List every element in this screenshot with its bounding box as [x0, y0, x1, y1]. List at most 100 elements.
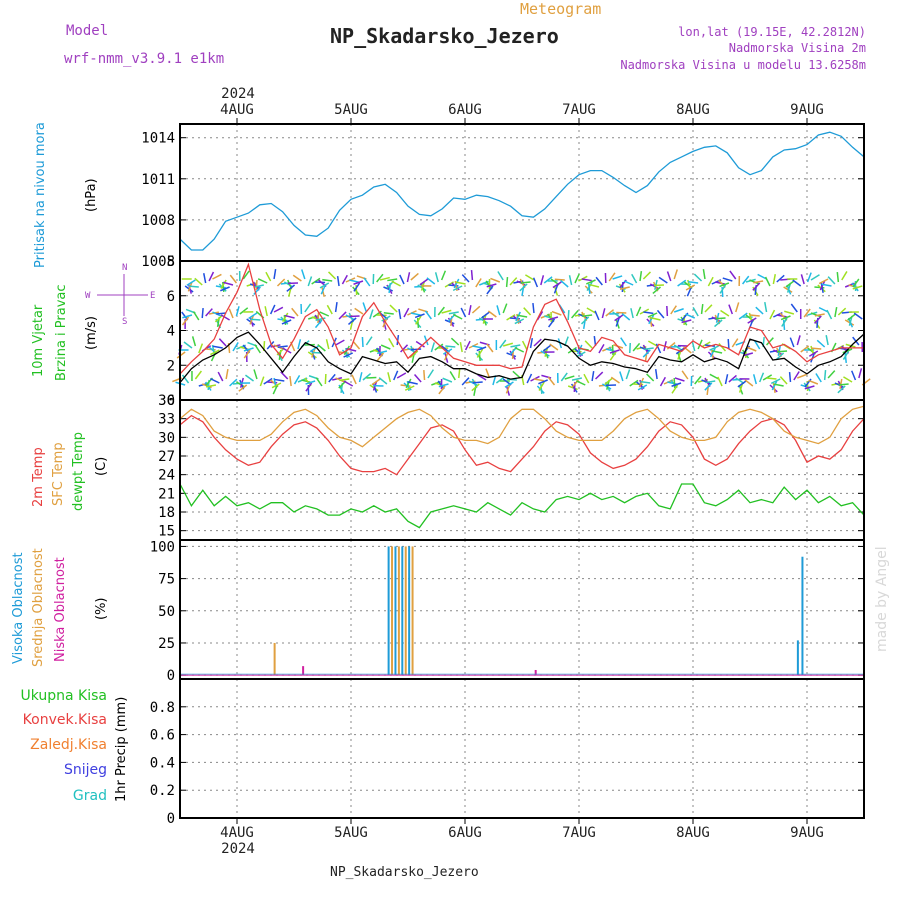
wind-arrow [410, 312, 421, 316]
wind-arrow [526, 373, 533, 384]
wind-arrow [297, 339, 302, 350]
wind-arrow [191, 336, 197, 347]
pressure-ytick-label: 1011 [141, 172, 175, 188]
wind-arrow [574, 273, 580, 284]
wind-arrow [752, 282, 761, 291]
wind-arrow [779, 376, 788, 385]
wind-arrow [704, 382, 713, 391]
cloud-bar-mid [411, 546, 414, 676]
wind-arrow [427, 369, 435, 379]
wind-arrow [497, 271, 504, 281]
wind-arrow [486, 283, 497, 288]
wind-arrow [709, 373, 720, 380]
wind-arrow [229, 378, 238, 387]
date-tick-bottom: 7AUG [562, 825, 596, 841]
wind-arrow [460, 307, 467, 318]
wind-arrow [737, 380, 747, 388]
precip-ytick-label: 0.8 [150, 700, 175, 716]
wind-ytick-label: 8 [167, 254, 175, 270]
wind-arrow [827, 276, 836, 285]
wind-arrow [362, 302, 368, 313]
wind-arrow [442, 348, 453, 355]
wind-arrow [852, 278, 860, 288]
wind-arrow [403, 307, 410, 318]
wind-arrow [587, 283, 591, 295]
wind-arrow [584, 340, 593, 349]
wind-arrow [201, 307, 204, 319]
wind-arrow [547, 376, 556, 386]
compass-w: W [85, 291, 91, 301]
wind-arrow [586, 281, 593, 292]
wind-arrow [731, 338, 739, 348]
wind-arrow [414, 313, 425, 319]
x-ticks-bottom: 4AUG 5AUG 6AUG 7AUG 8AUG 9AUG [220, 818, 824, 841]
wind-arrow [747, 317, 757, 324]
wind-arrow [560, 279, 569, 288]
wind-arrow [755, 306, 764, 315]
precip-ytick-label: 0.4 [150, 755, 175, 771]
wind-arrow [205, 384, 217, 388]
wind-arrow [601, 308, 606, 319]
wind-arrow [188, 285, 199, 288]
wind-arrow [222, 281, 225, 293]
temp-label-dewpt: dewpt Temp [71, 432, 86, 511]
wind-ytick-label: 6 [167, 289, 175, 305]
temp-ytick-label: 33 [158, 412, 175, 428]
wind-arrow [673, 308, 684, 313]
precip-ytick-label: 0.6 [150, 728, 175, 744]
wind-arrow [735, 302, 740, 313]
wind-arrow [549, 343, 559, 351]
compass-e: E [150, 291, 155, 301]
wind-arrow [837, 385, 846, 394]
wind-arrow [215, 285, 226, 289]
wind-arrow [325, 339, 330, 350]
wind-arrow [307, 276, 313, 287]
wind-arrow [744, 379, 754, 387]
wind-arrow [354, 307, 364, 315]
model-elevation-text: Nadmorska Visina u modelu 13.6258m [620, 58, 866, 72]
wind-arrow [718, 342, 727, 352]
wind-arrow [263, 377, 273, 385]
wind-arrow [553, 283, 559, 294]
wind-arrow [391, 280, 401, 287]
wind-unit: (m/s) [84, 316, 99, 350]
wind-arrow [292, 274, 302, 282]
pressure-panel: 1005 1008 1011 1014 [141, 123, 865, 270]
wind-arrow [236, 381, 246, 388]
wind-arrow [853, 312, 863, 320]
wind-arrow [810, 312, 821, 318]
wind-arrow [369, 309, 374, 320]
cloud-unit: (%) [94, 598, 109, 621]
wind-arrow [405, 378, 412, 389]
wind-arrow [194, 277, 203, 286]
wind-arrow [269, 304, 276, 315]
wind-arrow [673, 377, 676, 389]
wind-arrow [481, 311, 490, 319]
wind-arrow [612, 275, 623, 280]
wind-arrow [532, 302, 535, 314]
wind-arrow [438, 385, 446, 395]
wind-arrow [486, 343, 494, 353]
wind-arrow [492, 375, 497, 386]
wind-arrow [212, 345, 223, 349]
wind-arrow [586, 307, 596, 314]
cloud-bar-mid [273, 642, 276, 676]
temp-ytick-label: 18 [158, 505, 175, 521]
wind-arrow [343, 380, 354, 387]
wind-arrow [471, 305, 481, 314]
wind-arrow [347, 317, 357, 326]
wind-arrow [709, 345, 719, 351]
wind-arrow [655, 343, 662, 354]
wind-arrow [502, 303, 508, 314]
pressure-label: Pritisak na nivou mora [33, 122, 48, 268]
wind-arrow [548, 316, 559, 321]
date-tick-top: 6AUG [448, 102, 482, 118]
temp-ytick-label: 27 [158, 449, 175, 465]
wind-arrow [505, 383, 511, 394]
wind-arrow [257, 278, 268, 284]
wind-arrow [610, 376, 620, 384]
wind-arrow [430, 342, 436, 353]
wind-arrow [383, 286, 393, 292]
cloud-label-low: Niska Oblacnost [53, 557, 68, 662]
wind-arrow [647, 312, 658, 318]
